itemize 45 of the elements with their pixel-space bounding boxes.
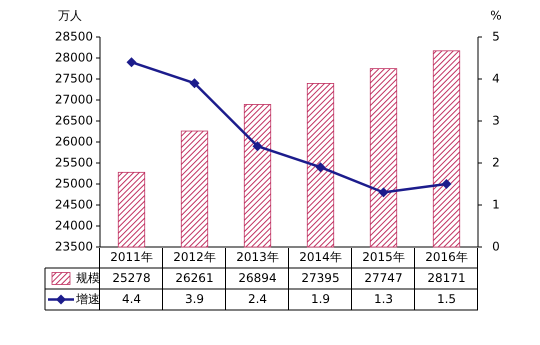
- y-tick-label: 23500: [54, 239, 93, 254]
- point: [126, 57, 136, 68]
- data-label: 2.4: [248, 292, 268, 306]
- y-tick-label: 26500: [54, 113, 93, 128]
- y-tick-label: 24000: [54, 218, 93, 232]
- data-label: 27395: [301, 270, 340, 285]
- y2-tick-label: 5: [492, 29, 500, 44]
- legend-label: 规模: [76, 270, 100, 285]
- y-tick-label: 28500: [54, 29, 93, 44]
- data-label: 28171: [427, 270, 466, 285]
- data-label: 26894: [238, 270, 277, 285]
- y-axis-title: 万人: [58, 8, 82, 22]
- point: [442, 179, 452, 189]
- point: [316, 162, 326, 172]
- y-tick-label: 26000: [54, 134, 93, 148]
- y-tick-label: 25500: [54, 155, 93, 170]
- y-tick-label: 25000: [54, 176, 93, 190]
- point: [378, 187, 388, 198]
- data-label: 1.5: [436, 292, 456, 306]
- y-tick-label: 27000: [54, 92, 93, 106]
- y2-tick-label: 3: [492, 113, 500, 128]
- y-tick-label: 28000: [54, 50, 93, 64]
- data-label: 3.9: [184, 292, 204, 306]
- point: [190, 78, 200, 88]
- data-label: 1.9: [310, 292, 330, 306]
- y2-tick-label: 2: [492, 155, 500, 170]
- x-tick-label: 2016年: [425, 250, 468, 264]
- y2-axis-title: %: [490, 8, 502, 22]
- data-label: 1.3: [374, 292, 394, 306]
- x-tick-label: 2014年: [299, 250, 342, 264]
- data-label: 25278: [112, 270, 151, 285]
- y2-tick-label: 0: [492, 239, 500, 254]
- y2-tick-label: 1: [492, 197, 500, 212]
- x-tick-label: 2011年: [110, 250, 153, 264]
- data-label: 27747: [364, 270, 403, 285]
- data-label: 26261: [175, 270, 214, 285]
- y2-tick-label: 4: [492, 71, 500, 86]
- x-tick-label: 2012年: [173, 250, 216, 264]
- x-tick-label: 2013年: [236, 250, 279, 264]
- y-tick-label: 24500: [54, 197, 93, 212]
- y-tick-label: 27500: [54, 71, 93, 86]
- legend-label: 增速: [75, 292, 100, 306]
- x-tick-label: 2015年: [362, 250, 405, 264]
- data-label: 4.4: [122, 292, 142, 306]
- point: [252, 141, 262, 152]
